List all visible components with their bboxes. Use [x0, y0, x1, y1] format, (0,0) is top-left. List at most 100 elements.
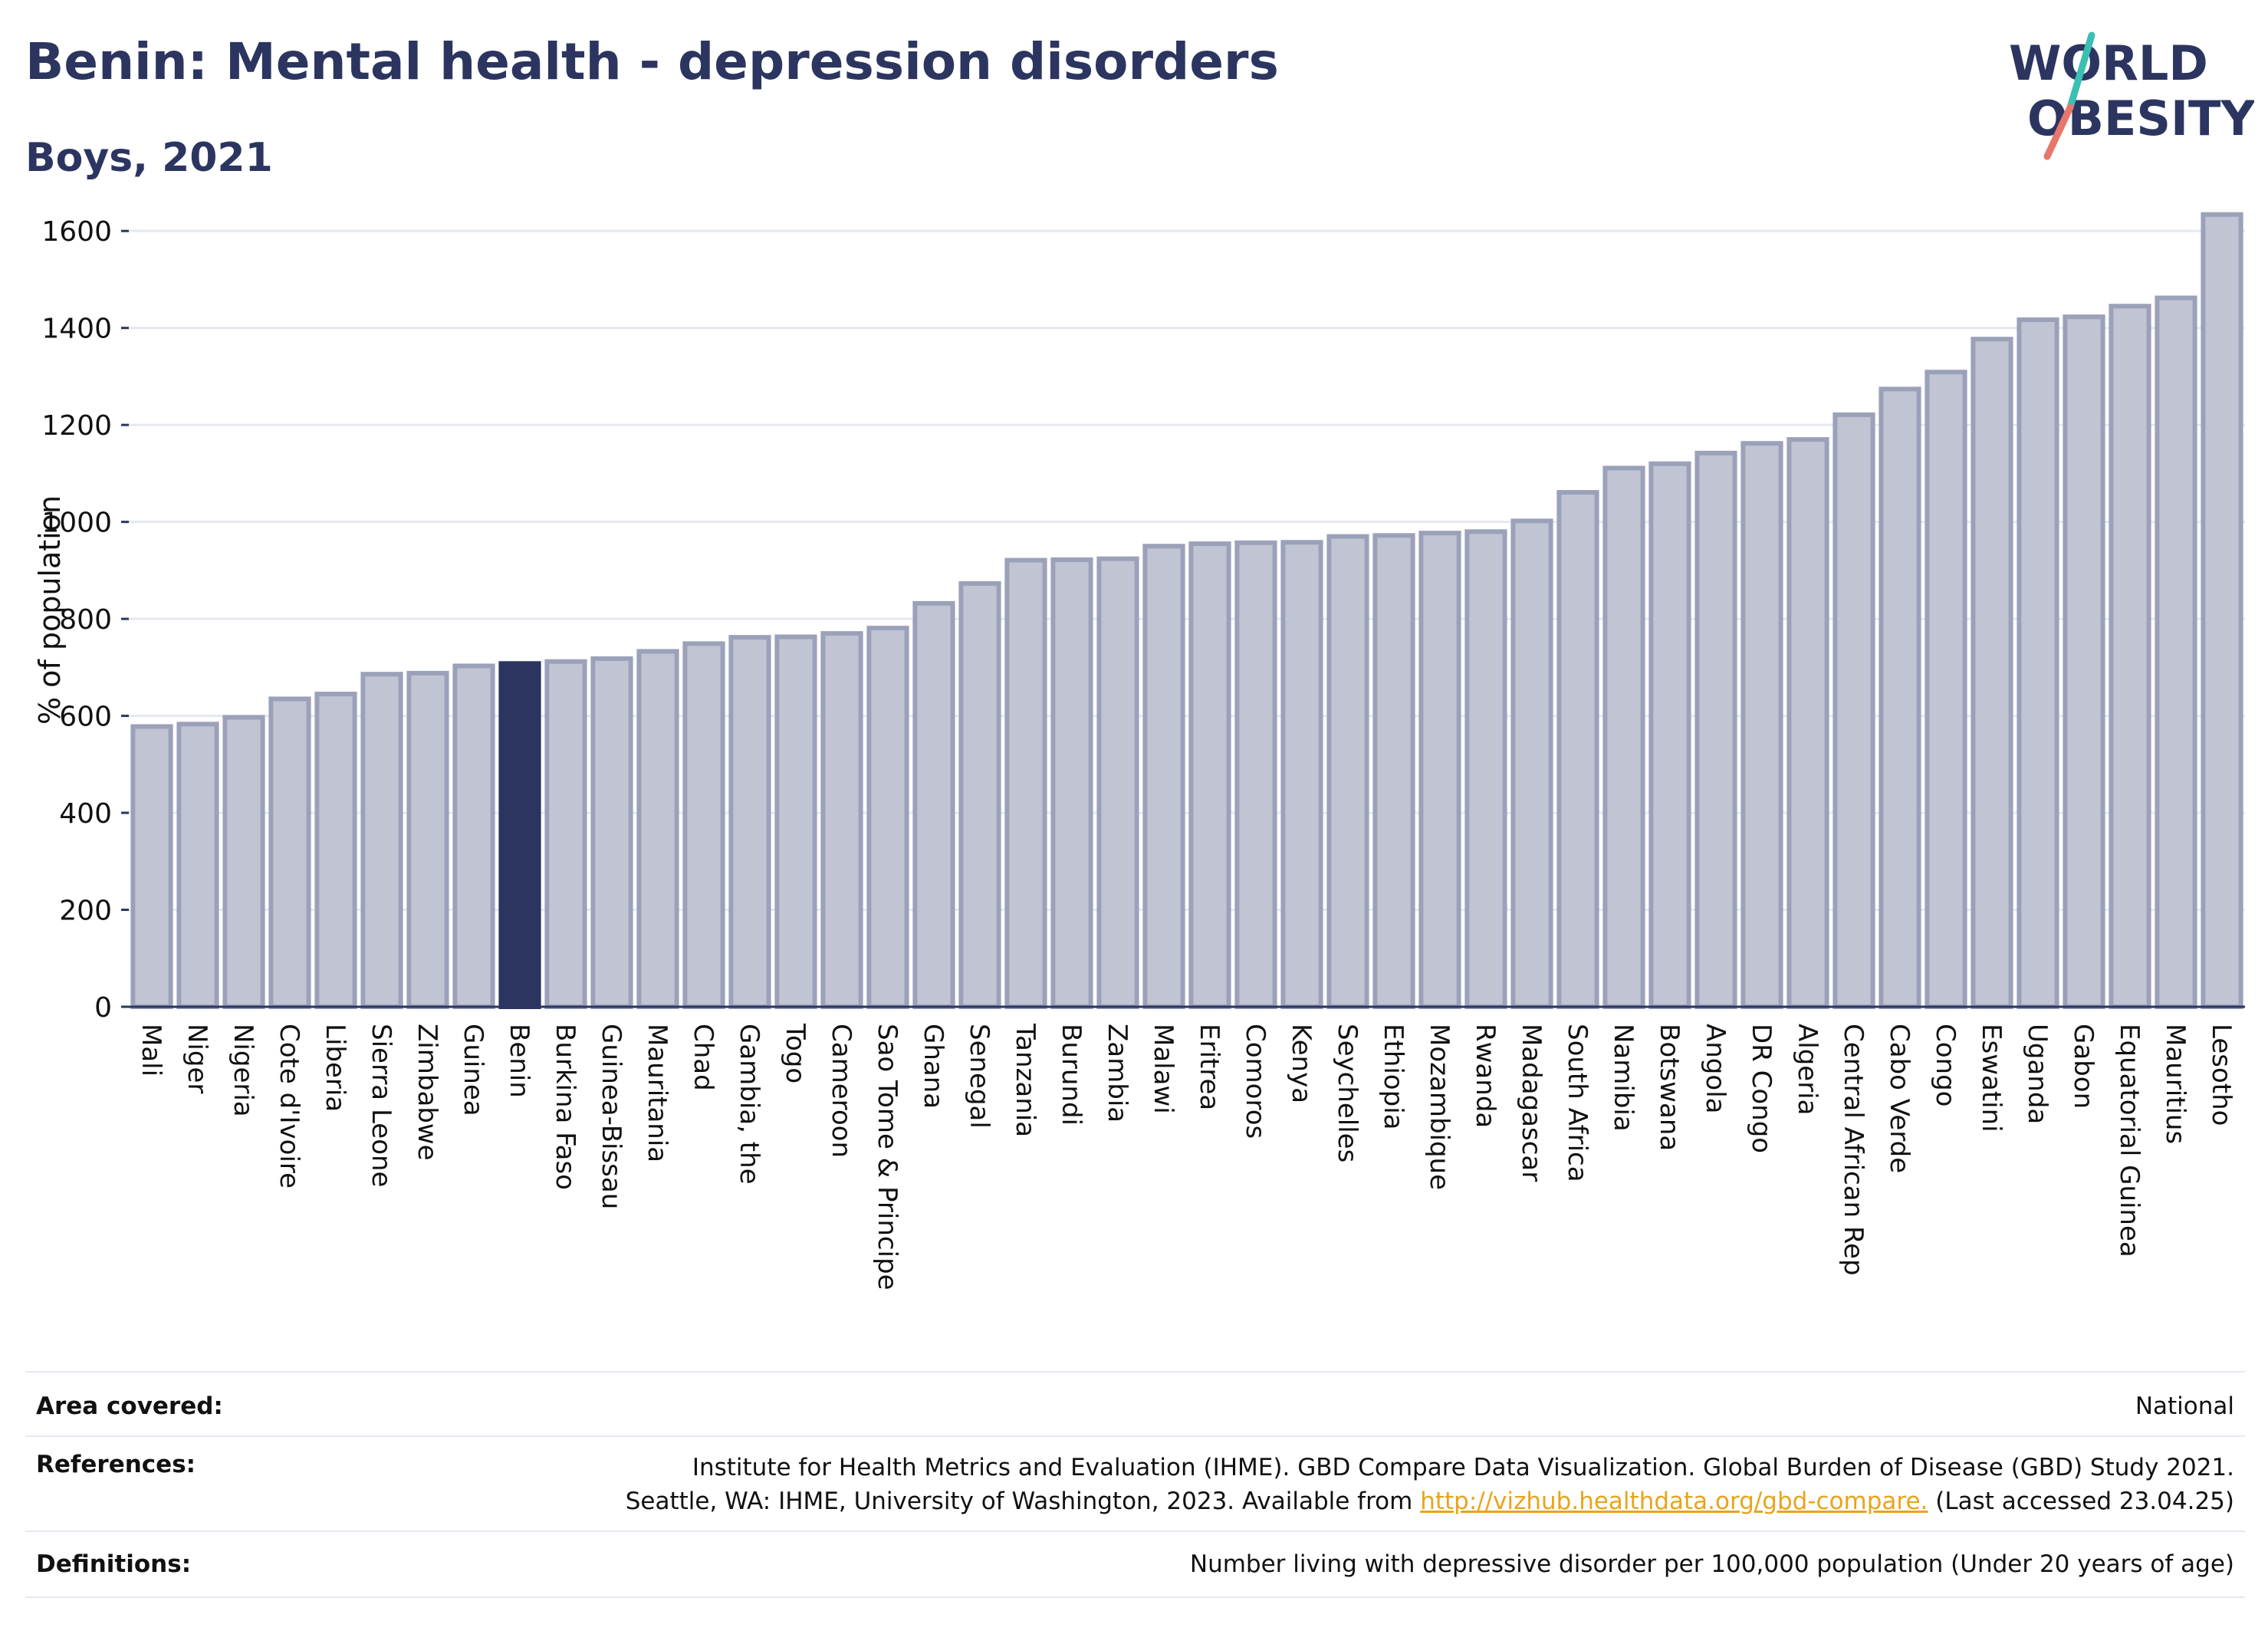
- x-tick-label: Central African Rep: [1838, 1024, 1869, 1276]
- bar-mauritius: [2155, 295, 2197, 1009]
- bar-sierra-leone: [360, 672, 403, 1009]
- y-tick-label: 0: [94, 992, 112, 1024]
- x-axis-tick-labels: Mali Niger Nigeria Cote d'Ivoire Liberia Sier…: [136, 1023, 2237, 1290]
- x-tick-label: Sierra Leone: [366, 1024, 396, 1187]
- bar-seychelles: [1326, 534, 1369, 1009]
- bar-malawi: [1142, 544, 1185, 1009]
- area-covered-value: National: [2135, 1392, 2234, 1420]
- bar-botswana: [1648, 461, 1691, 1009]
- x-tick-label: Gabon: [2068, 1024, 2099, 1109]
- x-tick-label: Cabo Verde: [1884, 1024, 1915, 1173]
- chart-title: Benin: Mental health - depression disord…: [25, 32, 1279, 91]
- x-tick-label: Kenya: [1286, 1024, 1316, 1103]
- x-tick-label: Liberia: [320, 1024, 350, 1112]
- bar-lesotho: [2201, 212, 2243, 1009]
- x-tick-label: Niger: [182, 1024, 212, 1093]
- y-tick-label: 1000: [41, 508, 112, 539]
- bar-south-africa: [1556, 490, 1599, 1009]
- x-tick-label: Guinea-Bissau: [596, 1024, 626, 1209]
- references-suffix: (Last accessed 23.04.25): [1928, 1488, 2234, 1515]
- x-tick-label: Senegal: [964, 1024, 994, 1129]
- bar-congo: [1925, 370, 1967, 1009]
- y-axis-ticks: 0 200 400 600 800 1000 1200 1400 1600: [41, 216, 129, 1024]
- x-tick-label: Guinea: [458, 1024, 488, 1116]
- bar-ghana: [912, 600, 955, 1009]
- bar-burkina-faso: [544, 659, 587, 1009]
- x-tick-label: Equatorial Guinea: [2114, 1024, 2145, 1258]
- x-tick-label: Eswatini: [1976, 1024, 2007, 1133]
- y-tick-label: 200: [59, 896, 112, 927]
- bar-nigeria: [222, 715, 265, 1009]
- x-tick-label: Botswana: [1654, 1024, 1685, 1151]
- x-tick-label: Cote d'Ivoire: [274, 1024, 304, 1189]
- references-line-1: Institute for Health Metrics and Evaluat…: [692, 1454, 2234, 1481]
- bar-guinea: [452, 663, 495, 1009]
- x-tick-label: Uganda: [2022, 1024, 2053, 1124]
- logo-slash-teal: [2066, 31, 2095, 111]
- y-tick-label: 1600: [41, 216, 112, 248]
- x-tick-label: South Africa: [1562, 1024, 1593, 1182]
- bar-mozambique: [1418, 531, 1461, 1009]
- bar-gabon: [2063, 314, 2105, 1010]
- bar-mali: [130, 724, 173, 1009]
- bar-chad: [682, 641, 725, 1010]
- bar-rwanda: [1464, 529, 1507, 1009]
- bar-eswatini: [1971, 337, 2013, 1009]
- x-tick-label: Algeria: [1792, 1024, 1823, 1115]
- bar-namibia: [1602, 465, 1645, 1009]
- x-tick-label: Comoros: [1240, 1024, 1270, 1139]
- x-tick-label: Namibia: [1608, 1024, 1639, 1132]
- x-tick-label: Burkina Faso: [550, 1024, 580, 1190]
- bar-comoros: [1234, 540, 1277, 1009]
- bar-kenya: [1280, 540, 1323, 1009]
- x-tick-label: Togo: [780, 1023, 810, 1083]
- references-link[interactable]: http://vizhub.healthdata.org/gbd-compare…: [1420, 1488, 1928, 1515]
- references-line-2: Seattle, WA: IHME, University of Washing…: [626, 1484, 2234, 1518]
- bar-tanzania: [1004, 557, 1047, 1009]
- bar-central-african-rep: [1832, 412, 1875, 1009]
- info-panel: Area covered: National References: Insti…: [25, 1371, 2245, 1601]
- bar-togo: [774, 634, 817, 1009]
- bar-madagascar: [1510, 518, 1553, 1009]
- x-tick-label: Ethiopia: [1378, 1024, 1408, 1129]
- x-tick-label: Congo: [1930, 1024, 1961, 1106]
- x-tick-label: Zambia: [1102, 1024, 1132, 1123]
- bar-algeria: [1786, 437, 1829, 1009]
- bar-liberia: [314, 692, 357, 1009]
- x-tick-label: Chad: [688, 1024, 718, 1091]
- logo-slash-coral: [2043, 104, 2074, 160]
- y-tick-label: 1200: [41, 410, 112, 442]
- bar-equatorial-guinea: [2109, 304, 2151, 1009]
- bar-burundi: [1050, 557, 1093, 1009]
- bar-uganda: [2017, 317, 2059, 1009]
- bar-angola: [1694, 450, 1737, 1009]
- x-tick-label: Mali: [136, 1024, 166, 1077]
- bars: [130, 212, 2243, 1010]
- x-tick-label: Mauritius: [2160, 1024, 2191, 1144]
- x-tick-label: Sao Tome & Principe: [872, 1024, 902, 1290]
- x-tick-label: Nigeria: [228, 1024, 258, 1117]
- bar-cameroon: [820, 631, 863, 1010]
- x-tick-label: Angola: [1700, 1024, 1731, 1113]
- x-tick-label: Cameroon: [826, 1024, 856, 1158]
- x-tick-label: Rwanda: [1470, 1024, 1500, 1128]
- x-tick-label: Madagascar: [1516, 1024, 1547, 1182]
- bar-mauritania: [636, 649, 679, 1009]
- x-tick-label: Ghana: [918, 1024, 948, 1109]
- y-tick-label: 1400: [41, 314, 112, 345]
- x-tick-label: Mauritania: [642, 1024, 672, 1162]
- x-tick-label: Mozambique: [1424, 1024, 1454, 1190]
- references-row: References: Institute for Health Metrics…: [25, 1435, 2245, 1532]
- x-tick-label: Benin: [504, 1024, 534, 1098]
- x-tick-label: DR Congo: [1746, 1024, 1777, 1153]
- x-tick-label: Burundi: [1056, 1024, 1086, 1126]
- definitions-row: Definitions: Number living with depressi…: [25, 1530, 2245, 1598]
- y-tick-label: 600: [59, 702, 112, 733]
- bar-zambia: [1096, 556, 1139, 1009]
- logo-word-world: WORLD: [2009, 35, 2208, 91]
- x-tick-label: Malawi: [1148, 1024, 1178, 1114]
- bar-benin: [498, 661, 541, 1009]
- references-label: References:: [36, 1451, 196, 1478]
- x-tick-label: Tanzania: [1010, 1023, 1040, 1137]
- bar-niger: [176, 722, 219, 1010]
